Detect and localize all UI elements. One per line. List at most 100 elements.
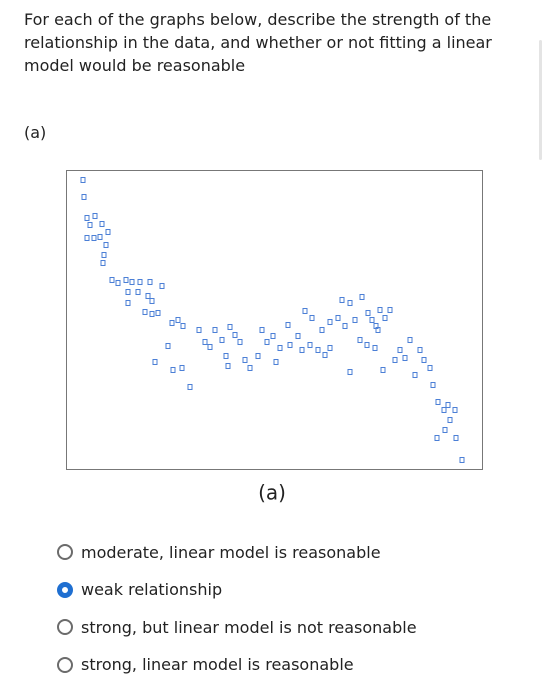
point [219, 337, 225, 343]
option-label[interactable]: strong, but linear model is not reasonab… [81, 617, 417, 637]
point [97, 234, 103, 240]
point [335, 315, 341, 321]
option-label[interactable]: moderate, linear model is reasonable [81, 542, 381, 562]
point [109, 277, 115, 283]
point [285, 322, 291, 328]
point [327, 319, 333, 325]
point [402, 355, 408, 361]
point [352, 317, 358, 323]
point [327, 345, 333, 351]
point [152, 359, 158, 365]
point [307, 342, 313, 348]
point [202, 339, 208, 345]
radio-button[interactable] [57, 544, 73, 560]
point [427, 365, 433, 371]
option-label[interactable]: strong, linear model is reasonable [81, 655, 354, 674]
point [207, 344, 213, 350]
point [149, 298, 155, 304]
point [347, 300, 353, 306]
point [232, 332, 238, 338]
point [364, 342, 370, 348]
point [125, 300, 131, 306]
point [125, 289, 131, 295]
point [441, 407, 447, 413]
point [91, 235, 97, 241]
point [142, 309, 148, 315]
radio-button[interactable] [57, 581, 73, 598]
point [359, 294, 365, 300]
point [103, 242, 109, 248]
point [123, 277, 129, 283]
point [225, 363, 231, 369]
point [92, 213, 98, 219]
point [397, 347, 403, 353]
radio-button[interactable] [57, 656, 73, 673]
point [369, 317, 375, 323]
point [365, 310, 371, 316]
point [99, 221, 105, 227]
point [377, 307, 383, 313]
point [149, 311, 155, 317]
point [299, 347, 305, 353]
point [159, 283, 165, 289]
point [80, 177, 86, 183]
point [375, 327, 381, 333]
point [135, 289, 141, 295]
point [84, 215, 90, 221]
point [170, 367, 176, 373]
point [387, 307, 393, 313]
point [259, 327, 265, 333]
point [273, 359, 279, 365]
option-label[interactable]: weak relationship [81, 580, 223, 599]
point [147, 279, 153, 285]
scrollbar [539, 40, 542, 160]
point [380, 367, 386, 373]
point [165, 343, 171, 349]
point [392, 357, 398, 363]
option[interactable]: moderate, linear model is reasonable [57, 540, 381, 564]
point [180, 323, 186, 329]
point [212, 327, 218, 333]
point [434, 435, 440, 441]
point [421, 357, 427, 363]
point [145, 293, 151, 299]
point [407, 337, 413, 343]
point [302, 308, 308, 314]
question-text: For each of the graphs below, describe t… [24, 10, 492, 75]
point [223, 353, 229, 359]
radio-button[interactable] [57, 619, 73, 635]
point [309, 315, 315, 321]
chart: (a) [66, 170, 483, 505]
point [277, 345, 283, 351]
point [339, 297, 345, 303]
point [242, 357, 248, 363]
point [357, 337, 363, 343]
point [319, 327, 325, 333]
point [382, 315, 388, 321]
point [87, 222, 93, 228]
point [196, 327, 202, 333]
point [237, 339, 243, 345]
point [81, 194, 87, 200]
option[interactable]: strong, but linear model is not reasonab… [57, 615, 417, 639]
point [115, 280, 121, 286]
point [417, 347, 423, 353]
point [435, 399, 441, 405]
point [100, 260, 106, 266]
chart-caption: (a) [258, 481, 286, 505]
point [459, 457, 465, 463]
point [287, 342, 293, 348]
point [412, 372, 418, 378]
point [155, 310, 161, 316]
point [270, 333, 276, 339]
point [342, 323, 348, 329]
point [247, 365, 253, 371]
point [105, 229, 111, 235]
option[interactable]: strong, linear model is reasonable [57, 653, 354, 677]
point [347, 369, 353, 375]
point [101, 252, 107, 258]
part-label: (a) [24, 123, 47, 142]
option[interactable]: weak relationship [57, 578, 222, 602]
point [264, 339, 270, 345]
